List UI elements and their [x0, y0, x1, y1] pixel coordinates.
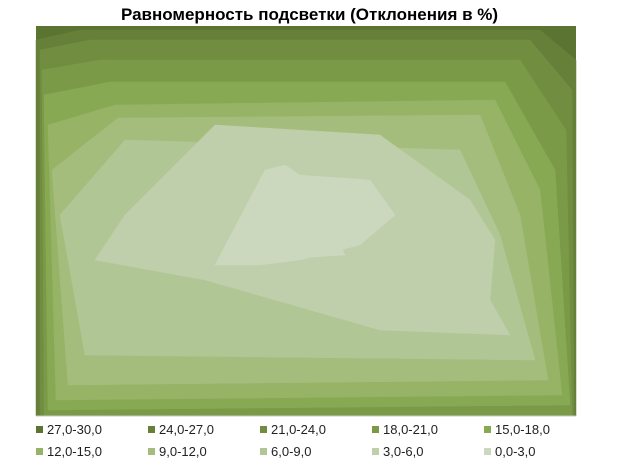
legend-item: 21,0-24,0	[260, 420, 372, 438]
legend-label: 9,0-12,0	[159, 443, 207, 459]
legend-item: 0,0-3,0	[484, 442, 596, 460]
legend-item: 24,0-27,0	[148, 420, 260, 438]
legend-swatch	[36, 425, 43, 433]
legend-swatch	[260, 447, 267, 455]
legend-swatch	[484, 425, 491, 433]
legend-item: 12,0-15,0	[36, 442, 148, 460]
legend-item: 18,0-21,0	[372, 420, 484, 438]
legend: 27,0-30,0 24,0-27,0 21,0-24,0 18,0-21,0 15,0…	[36, 420, 596, 460]
legend-label: 27,0-30,0	[47, 421, 102, 437]
legend-swatch	[372, 425, 379, 433]
legend-label: 21,0-24,0	[271, 421, 326, 437]
legend-swatch	[260, 425, 267, 433]
legend-item: 15,0-18,0	[484, 420, 596, 438]
legend-label: 6,0-9,0	[271, 443, 312, 459]
legend-swatch	[148, 447, 155, 455]
legend-label: 12,0-15,0	[47, 443, 102, 459]
contour-plot	[35, 26, 577, 417]
chart-title: Равномерность подсветки (Отклонения в %)	[120, 5, 499, 24]
legend-label: 0,0-3,0	[495, 443, 536, 459]
legend-label: 3,0-6,0	[383, 443, 424, 459]
legend-item: 6,0-9,0	[260, 442, 372, 460]
legend-label: 24,0-27,0	[159, 421, 214, 437]
legend-swatch	[372, 447, 379, 455]
legend-label: 15,0-18,0	[495, 421, 550, 437]
legend-item: 9,0-12,0	[148, 442, 260, 460]
legend-swatch	[36, 447, 43, 455]
contour-band-0,0-3,0	[239, 174, 346, 259]
legend-swatch	[148, 425, 155, 433]
legend-item: 27,0-30,0	[36, 420, 148, 438]
legend-swatch	[484, 447, 491, 455]
legend-item: 3,0-6,0	[372, 442, 484, 460]
legend-label: 18,0-21,0	[383, 421, 438, 437]
